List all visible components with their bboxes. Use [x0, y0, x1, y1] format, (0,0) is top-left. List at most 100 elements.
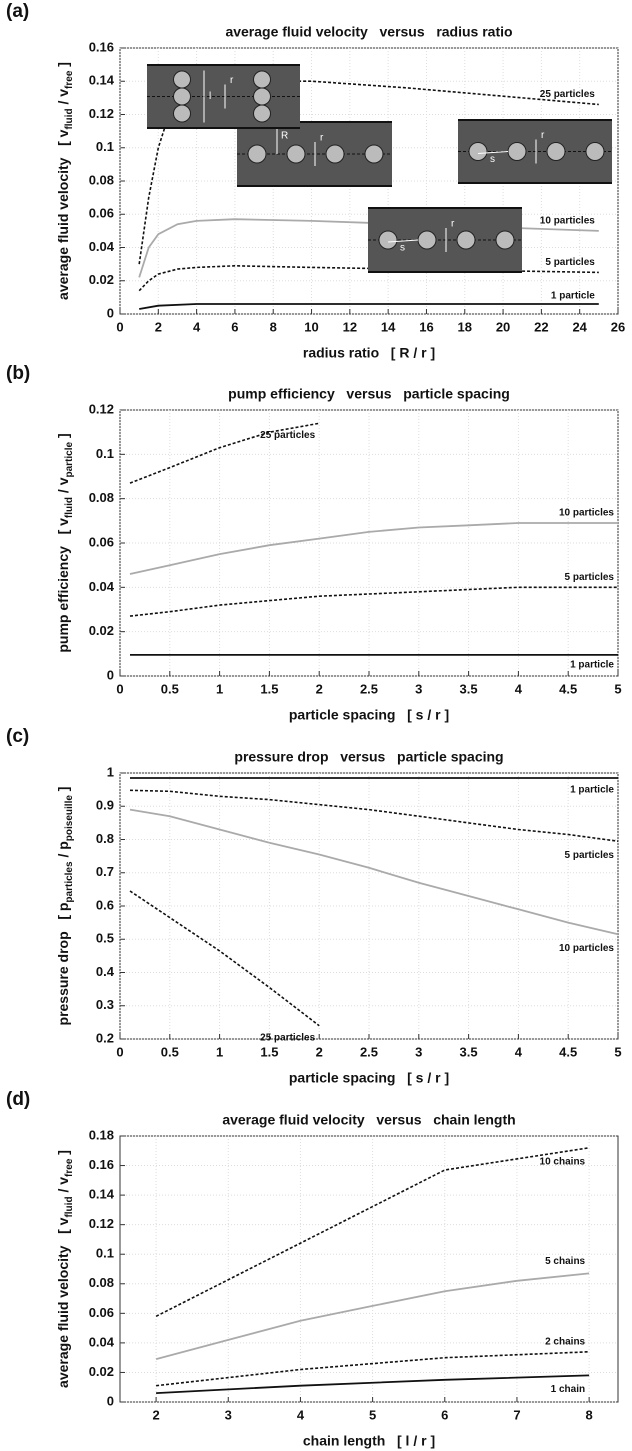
y-axis-text: ]: [55, 433, 71, 442]
x-tick-label: 16: [419, 319, 433, 334]
x-tick-label: 26: [611, 319, 625, 334]
inset-particle: [173, 87, 191, 106]
y-tick-label: 0.14: [89, 1187, 115, 1202]
x-tick-label: 0.5: [161, 681, 179, 696]
y-axis-subscript: poiseuille: [64, 795, 75, 842]
y-tick-label: 0.08: [89, 1275, 114, 1290]
inset-label: l: [209, 91, 211, 102]
inset-particle: [495, 230, 515, 250]
x-tick-label: 6: [441, 1407, 448, 1422]
x-tick-label: 5: [369, 1407, 376, 1422]
x-tick-label: 3: [415, 681, 422, 696]
y-axis-subscript: fluid: [64, 1196, 75, 1217]
inset-particle: [585, 142, 605, 161]
y-tick-label: 0.5: [96, 931, 114, 946]
series-line: [129, 890, 320, 1027]
y-axis-text: / p: [55, 841, 71, 861]
y-tick-label: 0.02: [89, 1364, 114, 1379]
inset-dimension: [477, 151, 509, 154]
y-tick-label: 0.04: [89, 579, 115, 594]
x-tick-label: 0: [116, 1044, 123, 1059]
y-tick-label: 0.08: [89, 172, 114, 187]
series-line: [156, 1374, 590, 1394]
x-axis-title: radius ratio [ R / r ]: [303, 345, 435, 361]
series-line: [155, 1147, 590, 1318]
x-tick-label: 4: [515, 1044, 523, 1059]
x-tick-label: 3: [225, 1407, 232, 1422]
x-tick-label: 2: [155, 319, 162, 334]
y-tick-label: 0.9: [96, 798, 114, 813]
y-tick-label: 0: [107, 1393, 114, 1408]
y-tick-label: 0.08: [89, 490, 114, 505]
series-line: [156, 1351, 590, 1387]
y-tick-label: 0.4: [96, 964, 115, 979]
inset-label: r: [451, 219, 455, 230]
y-axis-subscript: fluid: [64, 497, 75, 518]
y-axis-subscript: free: [64, 1158, 75, 1177]
x-tick-label: 1: [216, 681, 223, 696]
inset-particle: [253, 70, 271, 89]
inset-label: R: [281, 131, 288, 142]
inset: sr: [368, 207, 522, 273]
y-tick-label: 0.16: [89, 39, 114, 54]
x-tick-label: 24: [572, 319, 587, 334]
y-tick-label: 0.02: [89, 272, 114, 287]
y-tick-label: 0.1: [96, 139, 114, 154]
inset-particle: [173, 70, 191, 89]
inset-particle: [173, 104, 191, 123]
inset-particle: [325, 144, 345, 164]
series-label: 1 chain: [551, 1384, 585, 1395]
y-tick-label: 0.6: [96, 897, 114, 912]
x-tick-label: 8: [586, 1407, 593, 1422]
y-axis-text: ]: [55, 787, 71, 796]
inset-label: s: [400, 243, 405, 254]
y-tick-label: 0.2: [96, 1030, 114, 1045]
series-line: [129, 586, 618, 617]
panel: (d) average fluid velocity versus chain l…: [6, 64, 619, 1449]
y-axis-subscript: free: [64, 70, 75, 89]
y-axis-text: ]: [55, 1150, 71, 1159]
series-label: 1 particle: [570, 785, 614, 796]
y-axis-text: / v: [55, 1177, 71, 1197]
inset-particle: [378, 230, 398, 250]
y-axis-title: pump efficiency [ vfluid / vparticle ]: [55, 433, 75, 652]
series-label: 5 particles: [565, 572, 615, 583]
y-axis-title: pressure drop [ pparticles / ppoiseuille…: [55, 787, 75, 1026]
y-tick-label: 0.8: [96, 831, 114, 846]
y-tick-label: 0.06: [89, 534, 114, 549]
panel-label: (c): [6, 726, 29, 747]
series-line: [129, 422, 320, 484]
panel-label: (a): [6, 1, 29, 22]
y-tick-label: 0.18: [89, 1127, 114, 1142]
x-tick-label: 1.5: [260, 1044, 278, 1059]
panel: (b) pump efficiency versus particle spaci…: [6, 119, 622, 723]
panel-label: (d): [6, 1089, 30, 1110]
x-tick-label: 1.5: [260, 681, 278, 696]
series-label: 10 particles: [559, 508, 614, 519]
series-label: 25 particles: [260, 1032, 315, 1043]
y-tick-label: 0.12: [89, 1216, 114, 1231]
y-axis-text: / v: [55, 477, 71, 497]
y-axis-text: pressure drop [ p: [55, 903, 71, 1026]
x-tick-label: 5: [614, 1044, 621, 1059]
x-tick-label: 4: [193, 319, 201, 334]
series-label: 1 particle: [570, 660, 614, 671]
x-tick-label: 18: [458, 319, 472, 334]
y-axis-subscript: particle: [64, 441, 75, 477]
x-axis-title: particle spacing [ s / r ]: [289, 1070, 449, 1086]
x-tick-label: 4.5: [559, 1044, 577, 1059]
inset-particle: [417, 230, 437, 250]
inset-label: r: [320, 133, 324, 144]
inset: lr: [147, 64, 300, 129]
y-axis-title: average fluid velocity [ vfluid / vfree …: [55, 62, 75, 300]
y-tick-label: 0.16: [89, 1157, 114, 1172]
inset-particle: [253, 104, 271, 123]
x-tick-label: 5: [614, 681, 621, 696]
y-tick-label: 0.02: [89, 623, 114, 638]
series-label: 5 particles: [565, 850, 615, 861]
x-tick-label: 22: [534, 319, 548, 334]
y-tick-label: 0.06: [89, 1305, 114, 1320]
chart-title: pump efficiency versus particle spacing: [228, 386, 510, 402]
inset-particle: [364, 144, 384, 164]
